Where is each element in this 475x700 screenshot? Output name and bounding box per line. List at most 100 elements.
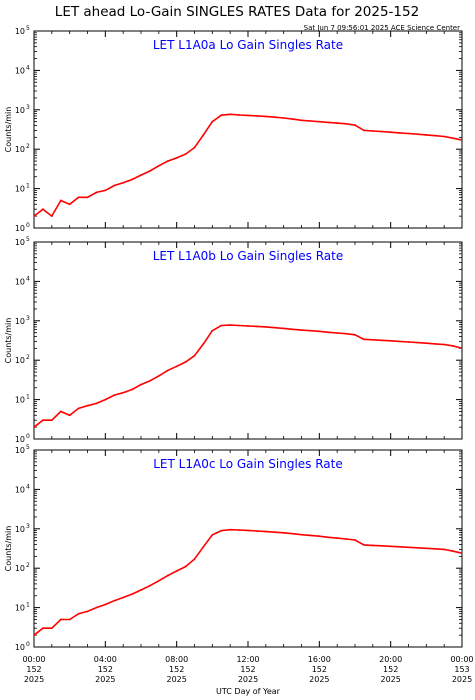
x-axis-label: UTC Day of Year	[216, 687, 281, 696]
data-point	[50, 419, 53, 422]
x-tick-year: 2025	[166, 675, 186, 684]
y-axis-label: Counts/min	[4, 318, 13, 364]
y-tick-exponent: 2	[26, 354, 30, 361]
data-point	[184, 361, 187, 363]
data-point	[434, 134, 437, 137]
data-point	[50, 627, 53, 630]
data-point	[425, 547, 428, 550]
data-point	[166, 369, 169, 372]
data-point	[68, 203, 71, 206]
data-point	[461, 139, 462, 142]
data-point	[300, 119, 303, 122]
series-line	[34, 528, 462, 636]
timestamp: Sat Jun 7 09:56:01 2025 ACE Science Cent…	[304, 24, 460, 32]
data-point	[371, 130, 374, 132]
y-tick-label: 10	[15, 435, 25, 444]
data-point	[425, 342, 428, 345]
data-point	[184, 565, 187, 568]
data-point	[193, 354, 196, 357]
x-tick-year: 2025	[309, 675, 329, 684]
data-point	[300, 533, 303, 536]
data-point	[34, 215, 35, 218]
x-tick-doy: 152	[240, 665, 255, 674]
data-point	[77, 196, 80, 199]
data-point	[202, 134, 205, 136]
data-point	[42, 208, 44, 211]
data-point	[363, 129, 365, 132]
data-point	[95, 402, 98, 405]
data-point	[363, 544, 365, 546]
x-tick-time: 16:00	[308, 655, 331, 664]
data-point	[354, 539, 356, 541]
data-point	[131, 388, 133, 391]
x-axis: 00:00152202504:00152202508:00152202512:0…	[22, 655, 473, 684]
data-point	[113, 394, 116, 397]
data-point	[202, 545, 205, 548]
data-point	[229, 113, 232, 116]
x-tick-time: 00:00	[22, 655, 45, 664]
x-tick-time: 00:00	[450, 655, 473, 664]
series-line	[34, 113, 462, 218]
data-point	[443, 343, 446, 346]
data-point	[407, 546, 410, 549]
data-point	[443, 135, 446, 138]
data-point	[354, 124, 356, 126]
data-point	[327, 121, 330, 124]
data-point	[389, 545, 392, 548]
data-point	[407, 132, 410, 135]
x-tick-doy: 152	[26, 665, 41, 674]
data-point	[131, 593, 133, 596]
data-point	[238, 529, 240, 531]
y-tick-label: 10	[15, 238, 25, 247]
data-point	[166, 574, 169, 577]
data-point	[140, 383, 142, 386]
y-tick-label: 10	[15, 446, 25, 455]
y-tick-label: 10	[15, 224, 25, 233]
data-point	[371, 338, 374, 341]
y-tick-exponent: 2	[26, 562, 30, 569]
data-point	[175, 365, 178, 368]
data-point	[122, 596, 125, 599]
data-point	[202, 342, 205, 345]
data-point	[193, 146, 196, 149]
data-point	[229, 324, 232, 326]
y-tick-label: 10	[15, 317, 25, 326]
data-point	[461, 552, 462, 555]
data-point	[122, 181, 125, 184]
data-point	[318, 330, 321, 333]
y-tick-exponent: 1	[26, 602, 30, 609]
data-point	[50, 215, 53, 218]
data-point	[86, 404, 89, 407]
data-point	[452, 550, 454, 553]
data-point	[157, 374, 160, 377]
data-point	[86, 196, 89, 199]
data-point	[398, 545, 401, 548]
data-point	[318, 535, 321, 538]
data-point	[175, 157, 178, 159]
y-tick-exponent: 0	[26, 641, 30, 648]
plot-frame	[33, 30, 463, 229]
data-point	[220, 324, 223, 327]
data-point	[380, 544, 383, 547]
data-point	[175, 570, 178, 572]
data-point	[443, 548, 446, 551]
data-point	[149, 170, 151, 172]
data-point	[113, 599, 116, 602]
data-point	[264, 530, 267, 533]
panel-title: LET L1A0c Lo Gain Singles Rate	[153, 457, 343, 471]
data-point	[95, 606, 98, 609]
y-tick-exponent: 0	[26, 222, 30, 229]
y-tick-label: 10	[15, 185, 25, 194]
x-tick-year: 2025	[238, 675, 258, 684]
data-point	[273, 116, 276, 119]
data-point	[211, 534, 214, 536]
data-point	[256, 325, 258, 328]
x-tick-doy: 152	[98, 665, 113, 674]
